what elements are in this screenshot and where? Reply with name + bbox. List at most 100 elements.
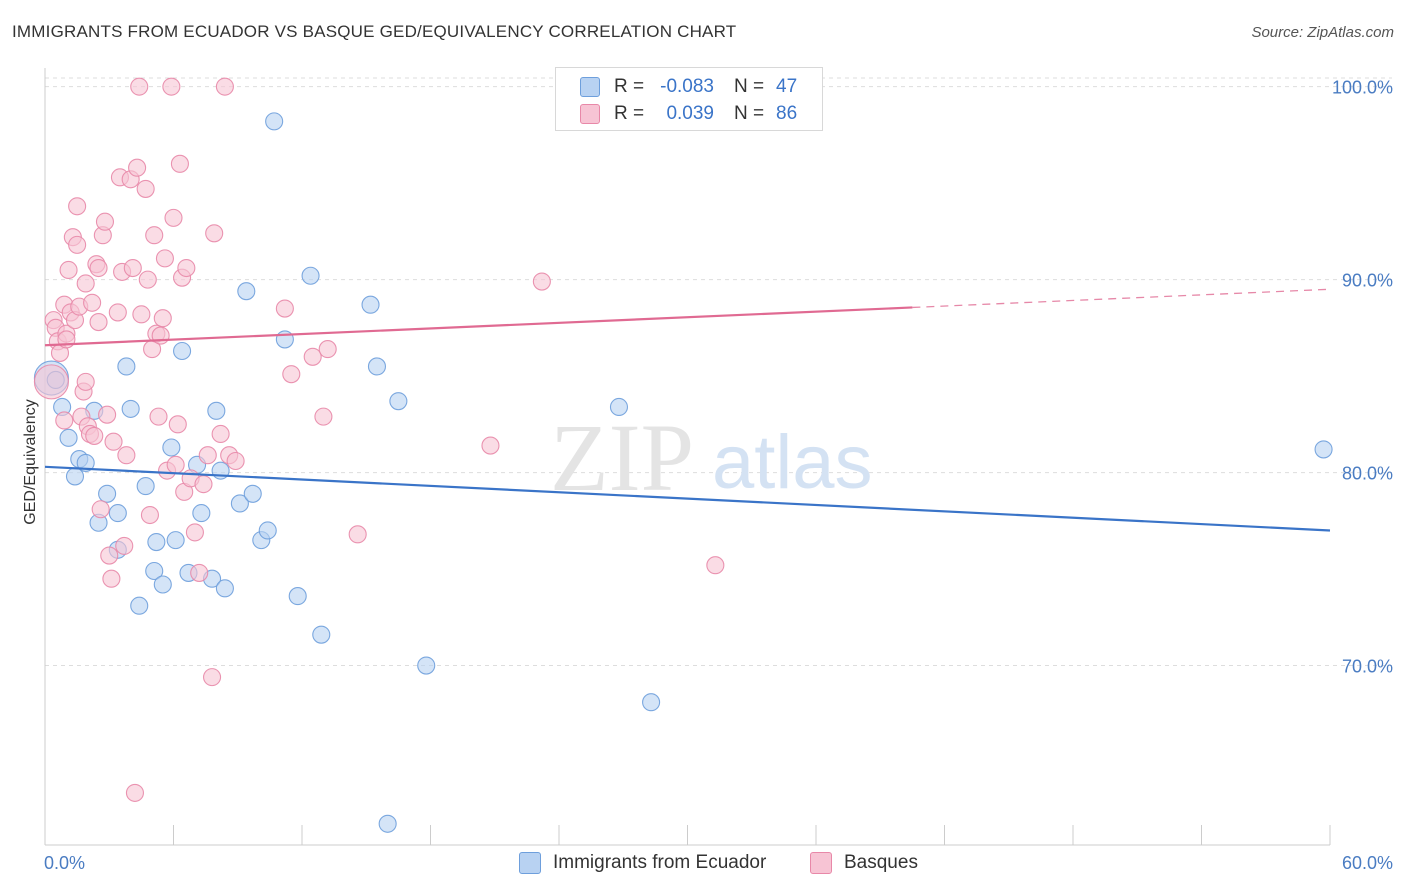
legend-swatch-basques: [810, 852, 832, 874]
ecuador-point: [312, 625, 331, 644]
ecuador-point: [108, 504, 127, 523]
basques-point: [55, 411, 74, 430]
basques-point: [190, 563, 209, 582]
basques-point: [203, 668, 222, 687]
ecuador-point: [230, 494, 249, 513]
ecuador-point: [173, 341, 192, 361]
ecuador-point: [166, 531, 185, 550]
basques-point: [211, 424, 230, 444]
legend-swatch-ecuador: [580, 77, 600, 97]
y-tick-label: 100.0%: [1332, 78, 1393, 98]
legend-label-ecuador: Immigrants from Ecuador: [553, 852, 767, 873]
ecuador-point: [215, 579, 234, 598]
legend-n-value: 47: [776, 76, 798, 97]
basques-point: [198, 446, 217, 465]
legend-r-value: -0.083: [660, 76, 714, 97]
legend-r-value: 0.039: [666, 103, 714, 124]
basques-point: [314, 407, 333, 426]
y-axis-label: GED/Equivalency: [22, 399, 39, 524]
basques-point: [226, 451, 245, 471]
ecuador-point: [237, 282, 256, 301]
basques-point: [706, 556, 725, 575]
basques-point: [168, 415, 187, 434]
basques-point: [117, 446, 136, 465]
axes: [44, 68, 1331, 846]
basques-point: [348, 525, 367, 544]
basques-point: [166, 455, 185, 474]
stats-legend: R = -0.083 N = 47 R = 0.039 N = 86: [555, 67, 823, 131]
basques-point: [98, 405, 117, 424]
basques-point: [149, 407, 168, 426]
ecuador-point: [609, 397, 629, 417]
legend-item-ecuador[interactable]: Immigrants from Ecuador: [519, 852, 766, 874]
basques-point: [104, 432, 123, 451]
basques-point: [76, 372, 95, 391]
basques-point: [33, 364, 69, 400]
basques-point: [532, 272, 551, 291]
basques-point: [91, 500, 110, 519]
basques-point: [115, 536, 134, 555]
basques-point: [128, 158, 147, 177]
y-tick-label: 90.0%: [1342, 271, 1393, 291]
ecuador-point: [192, 504, 211, 523]
source-credit: Source: ZipAtlas.com: [1251, 24, 1394, 41]
basques-point: [102, 569, 121, 588]
ecuador-point: [361, 295, 380, 314]
ecuador-point: [117, 357, 136, 376]
ecuador-point: [136, 477, 155, 496]
ecuador-point: [367, 357, 387, 376]
tick-labels: 70.0% 80.0% 90.0% 100.0% 0.0% 60.0%: [44, 78, 1393, 873]
basques-point: [318, 340, 337, 359]
basques-point: [170, 154, 189, 173]
basques-point: [108, 303, 127, 322]
basques-point: [125, 783, 144, 802]
ecuador-point: [417, 656, 436, 675]
basques-point: [89, 258, 108, 278]
basques-point: [303, 347, 322, 366]
legend-swatch-basques: [580, 104, 600, 124]
legend-n-label: N =: [734, 76, 765, 97]
grid-lines: [45, 77, 1392, 667]
basques-point: [136, 179, 155, 198]
watermark-atlas: atlas: [712, 420, 873, 505]
ecuador-point: [378, 814, 397, 833]
basques-point: [89, 313, 108, 332]
ecuador-trend-line: [44, 465, 1331, 532]
basques-point: [76, 274, 95, 293]
basques-point: [164, 208, 183, 227]
basques-point: [481, 436, 500, 455]
basques-point: [162, 77, 181, 96]
legend-row-basques: R = 0.039 N = 86: [580, 102, 797, 126]
ecuador-point: [207, 401, 226, 420]
legend-n-value: 86: [776, 103, 798, 124]
basques-point: [123, 258, 142, 278]
basques-point: [68, 197, 87, 216]
ecuador-point: [76, 453, 95, 472]
y-tick-label: 70.0%: [1342, 657, 1393, 677]
x-tick-label: 0.0%: [44, 853, 85, 873]
legend-item-basques[interactable]: Basques: [810, 852, 918, 874]
basques-point: [153, 309, 172, 328]
y-tick-label: 80.0%: [1342, 464, 1393, 484]
basques-point: [59, 260, 78, 280]
legend-n-label: N =: [734, 103, 765, 124]
legend-row-ecuador: R = -0.083 N = 47: [580, 75, 797, 99]
series-legend: Immigrants from Ecuador Basques: [0, 852, 1406, 878]
basques-point: [100, 546, 119, 565]
basques-point: [275, 299, 294, 318]
ecuador-point: [1314, 440, 1333, 459]
watermark: ZIP atlas: [550, 404, 873, 511]
ecuador-point: [121, 399, 140, 418]
basques-point: [83, 293, 102, 312]
basques-point: [185, 523, 204, 542]
basques-point: [132, 305, 151, 324]
ecuador-point: [243, 484, 262, 503]
ecuador-point: [288, 587, 307, 606]
x-tick-label: 60.0%: [1342, 853, 1393, 873]
basques-trend-line: [44, 306, 913, 347]
ecuador-point: [642, 693, 661, 712]
basques-point: [145, 226, 164, 245]
basques-point: [130, 77, 149, 96]
basques-point: [138, 270, 157, 289]
